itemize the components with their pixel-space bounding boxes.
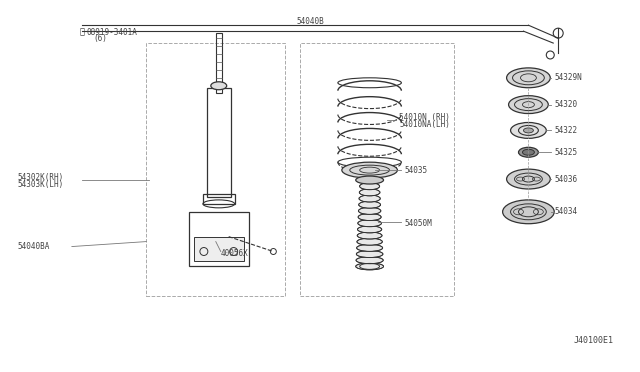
Ellipse shape — [518, 147, 538, 157]
Text: 54303K(LH): 54303K(LH) — [17, 180, 63, 189]
Ellipse shape — [360, 183, 380, 190]
Ellipse shape — [507, 68, 550, 88]
Text: 54302K(RH): 54302K(RH) — [17, 173, 63, 182]
Ellipse shape — [358, 208, 381, 214]
Ellipse shape — [359, 189, 380, 196]
Bar — [203, 194, 235, 204]
Ellipse shape — [358, 226, 381, 233]
Text: 54034: 54034 — [554, 207, 577, 216]
Ellipse shape — [359, 195, 380, 202]
Text: 40056X: 40056X — [221, 249, 248, 258]
Text: 54040BA: 54040BA — [17, 242, 50, 251]
Ellipse shape — [356, 251, 383, 257]
Ellipse shape — [357, 232, 382, 239]
Text: (6): (6) — [93, 33, 108, 43]
Text: 54329N: 54329N — [554, 73, 582, 82]
Ellipse shape — [511, 122, 547, 138]
Bar — [207, 88, 230, 197]
Ellipse shape — [524, 128, 533, 133]
Text: 54320: 54320 — [554, 100, 577, 109]
Text: 54322: 54322 — [554, 126, 577, 135]
Text: 54010N (RH): 54010N (RH) — [399, 113, 451, 122]
Ellipse shape — [522, 149, 534, 155]
Text: 54050M: 54050M — [404, 219, 432, 228]
Ellipse shape — [358, 214, 381, 221]
Bar — [300, 43, 454, 296]
Text: 54325: 54325 — [554, 148, 577, 157]
Text: 54036: 54036 — [554, 174, 577, 183]
Ellipse shape — [358, 201, 381, 208]
Text: 08919-3401A: 08919-3401A — [87, 28, 138, 37]
Bar — [189, 212, 248, 266]
Ellipse shape — [502, 200, 554, 224]
Ellipse shape — [356, 244, 383, 251]
Ellipse shape — [509, 96, 548, 113]
Text: 54035: 54035 — [404, 166, 428, 174]
Bar — [147, 43, 285, 296]
Ellipse shape — [342, 162, 397, 178]
Text: 54010NA(LH): 54010NA(LH) — [399, 120, 451, 129]
Ellipse shape — [358, 220, 381, 227]
Ellipse shape — [356, 257, 383, 264]
Ellipse shape — [507, 169, 550, 189]
Ellipse shape — [211, 82, 227, 90]
Ellipse shape — [356, 263, 383, 270]
Text: Ⓝ: Ⓝ — [79, 28, 84, 37]
Bar — [216, 33, 221, 93]
Ellipse shape — [357, 238, 382, 245]
Ellipse shape — [356, 176, 383, 184]
Text: 54040B: 54040B — [296, 17, 324, 26]
Text: J40100E1: J40100E1 — [573, 336, 613, 345]
Bar — [194, 237, 244, 262]
